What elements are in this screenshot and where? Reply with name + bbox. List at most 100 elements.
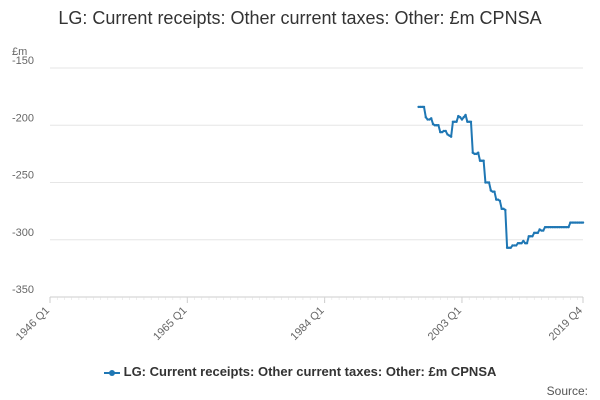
data-point: [451, 120, 455, 124]
data-point: [581, 221, 585, 224]
data-point: [552, 225, 556, 229]
data-point: [570, 221, 574, 224]
data-point: [493, 190, 496, 193]
data-point: [558, 225, 561, 229]
data-point: [462, 116, 465, 119]
y-axis-unit-label: £m: [12, 46, 27, 58]
data-point: [556, 225, 559, 229]
data-point: [554, 225, 558, 229]
y-tick-label: -200: [12, 112, 34, 124]
data-point: [439, 130, 442, 134]
data-point: [426, 118, 429, 121]
data-point: [491, 190, 494, 193]
chart-title: LG: Current receipts: Other current taxe…: [58, 8, 542, 28]
data-point: [533, 231, 536, 235]
x-tick-label: 2003 Q1: [426, 305, 464, 343]
data-point: [543, 225, 547, 229]
data-point: [444, 129, 447, 133]
data-point: [498, 199, 502, 203]
data-point: [417, 105, 420, 109]
data-point: [480, 159, 484, 162]
data-point: [467, 120, 471, 124]
legend-line-icon: [103, 368, 120, 378]
data-point: [464, 113, 467, 117]
data-point: [514, 244, 518, 247]
data-point: [507, 246, 511, 249]
data-point: [453, 120, 456, 124]
data-point: [516, 241, 520, 245]
data-point: [489, 189, 493, 192]
data-point: [469, 120, 473, 124]
data-point: [495, 198, 498, 201]
data-point: [542, 229, 545, 232]
y-tick-label: -300: [12, 227, 34, 239]
data-point: [458, 116, 462, 119]
data-point: [561, 225, 565, 229]
data-point: [471, 151, 474, 154]
data-point: [520, 241, 523, 245]
data-point: [505, 246, 509, 249]
x-tick-label: 1984 Q1: [288, 305, 326, 343]
data-point: [560, 225, 563, 229]
data-point: [437, 124, 440, 127]
data-point: [534, 231, 538, 235]
data-point: [578, 221, 581, 224]
data-point: [504, 208, 507, 212]
data-point: [500, 207, 503, 211]
data-point: [522, 239, 525, 243]
data-point: [431, 122, 435, 126]
data-point: [421, 105, 424, 109]
data-point: [527, 235, 530, 238]
data-point: [482, 159, 485, 162]
data-point: [569, 221, 572, 224]
x-tick-label: 2019 Q4: [547, 305, 585, 343]
data-point: [509, 246, 512, 249]
y-tick-label: -150: [12, 55, 34, 67]
data-point: [487, 181, 491, 184]
data-point: [545, 225, 549, 229]
data-point: [477, 151, 480, 154]
legend[interactable]: LG: Current receipts: Other current taxe…: [0, 364, 600, 379]
x-tick-label: 1965 Q1: [151, 305, 189, 343]
data-point: [565, 225, 568, 229]
data-point: [551, 225, 554, 229]
data-point: [563, 225, 567, 229]
data-point: [549, 225, 552, 229]
data-point: [428, 118, 431, 121]
data-point: [567, 225, 570, 229]
data-point: [518, 241, 521, 245]
data-point: [547, 225, 550, 229]
y-tick-label: -350: [12, 284, 34, 296]
data-point: [529, 235, 532, 238]
data-point: [460, 118, 464, 121]
data-point: [457, 114, 460, 118]
data-point: [525, 241, 529, 245]
data-point: [455, 120, 458, 124]
data-point: [511, 244, 514, 247]
data-point: [422, 105, 426, 109]
data-point: [435, 124, 438, 127]
data-point: [466, 120, 469, 124]
data-point: [442, 129, 446, 133]
data-point: [502, 207, 505, 211]
data-point: [448, 134, 451, 137]
x-tick-label: 1946 Q1: [14, 305, 52, 343]
source-label: Source:: [546, 384, 588, 398]
data-point: [473, 152, 476, 156]
data-point: [440, 130, 444, 134]
data-point: [574, 221, 577, 224]
data-point: [484, 181, 487, 184]
data-point: [475, 152, 478, 156]
data-point: [523, 241, 527, 245]
data-point: [540, 229, 543, 232]
data-point: [430, 117, 433, 120]
data-point: [579, 221, 583, 224]
data-point: [424, 116, 428, 119]
data-point: [572, 221, 576, 224]
legend-label: LG: Current receipts: Other current taxe…: [123, 364, 497, 379]
data-point: [419, 105, 422, 109]
data-point: [449, 135, 453, 138]
data-point: [486, 181, 489, 184]
data-point: [576, 221, 579, 224]
